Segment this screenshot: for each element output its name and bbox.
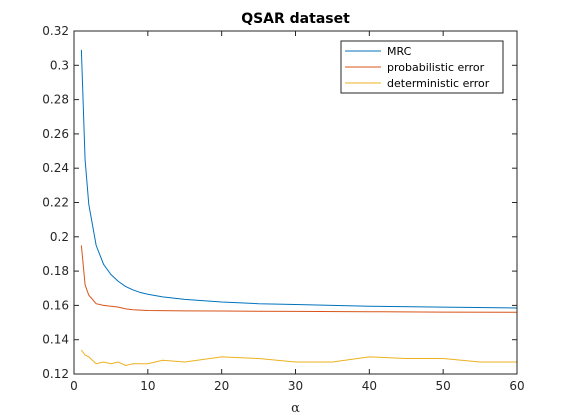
legend-label-3: deterministic error [387,77,490,90]
series-line-1 [80,49,518,309]
series-line-3 [80,349,517,366]
legend: MRC probabilistic error deterministic erro… [340,40,504,94]
y-tick-label-5: 0.22 [42,196,69,210]
x-tick-label-6: 60 [509,379,524,393]
legend-label-2: probabilistic error [387,61,485,74]
series-layer [80,49,518,366]
chart-title: QSAR dataset [241,11,350,27]
y-tick-label-3: 0.18 [42,264,69,278]
x-tick-label-5: 50 [436,379,451,393]
y-tick-label-2: 0.16 [42,298,69,312]
x-tick-label-4: 40 [362,379,377,393]
y-tick-label-8: 0.28 [42,93,69,107]
y-tick-label-1: 0.14 [42,333,69,347]
legend-label-1: MRC [387,45,412,58]
ticks: 0 10 20 30 40 50 60 0.12 0.14 0.16 0.18 0.2 0.22 0.24… [42,24,524,393]
x-axis-label: α [291,401,300,416]
y-tick-label-9: 0.3 [50,58,69,72]
x-tick-label-0: 0 [70,379,78,393]
x-tick-label-1: 10 [140,379,155,393]
y-tick-label-0: 0.12 [42,367,69,381]
y-tick-label-10: 0.32 [42,24,69,38]
y-tick-label-7: 0.26 [42,127,69,141]
series-line-2 [80,245,518,313]
y-tick-label-6: 0.24 [42,161,69,175]
x-tick-label-2: 20 [214,379,229,393]
x-tick-label-3: 30 [288,379,303,393]
y-tick-label-4: 0.2 [50,230,69,244]
legend-box [340,40,504,94]
